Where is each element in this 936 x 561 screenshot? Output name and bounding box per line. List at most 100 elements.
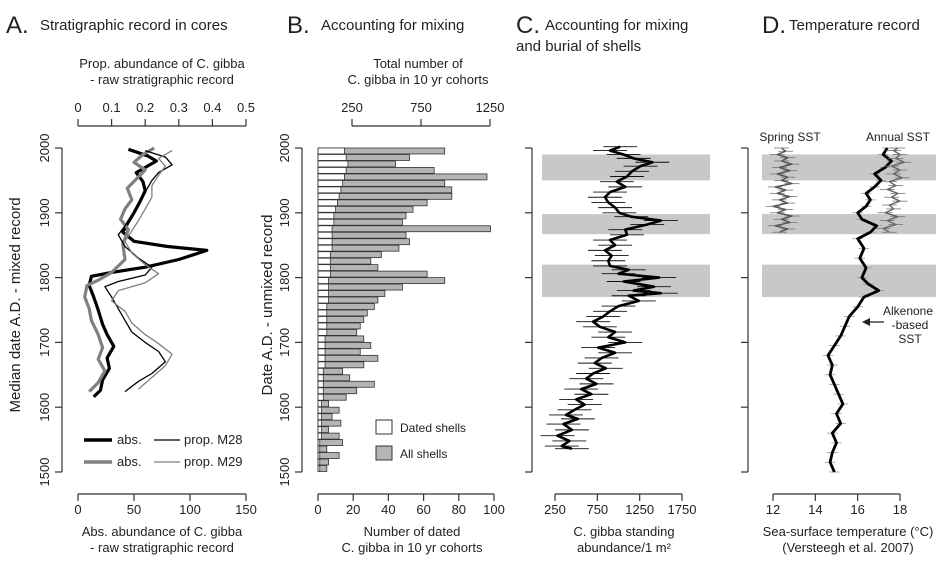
- panel-b-bar-dated: [317, 406, 322, 414]
- panel-d-alkenone-label-line1: Alkenone: [883, 304, 933, 318]
- panel-d-band: [762, 154, 936, 181]
- panel-b-bar-all: [317, 387, 358, 395]
- panel-b-bar-dated: [317, 244, 333, 252]
- panel-b-y-axis-tick-label: 1800: [277, 263, 292, 292]
- panel-d-series-0: [826, 147, 893, 473]
- panel-d-alkenone-label-line3: SST: [898, 332, 922, 346]
- panel-b-bar-dated: [317, 354, 326, 362]
- panel-b-legend-swatch-0: [375, 419, 393, 435]
- panel-b-bar-dated: [317, 413, 322, 421]
- panel-b-bar-dated: [317, 335, 326, 343]
- panel-a-y-axis-tick-label: 1800: [37, 263, 52, 292]
- panel-a-series-0: [87, 147, 209, 398]
- panel-b-bar-dated: [317, 179, 344, 187]
- panel-c-bottom-axis-tick-label: 250: [544, 502, 566, 517]
- panel-b-bar-dated: [317, 458, 321, 466]
- panel-b-y-label: Date A.D. - unmixed record: [259, 215, 276, 396]
- panel-b-bar-dated: [317, 426, 322, 434]
- panel-a-top-label-line2: - raw stratigraphic record: [90, 72, 234, 87]
- panel-b-bar-dated: [317, 296, 329, 304]
- panel-a-top-axis-tick-label: 0.5: [237, 100, 255, 115]
- panel-a-bottom-axis-tick-label: 0: [74, 502, 81, 517]
- panel-b-bottom-axis-tick-label: 0: [314, 502, 321, 517]
- panel-b-bar-dated: [317, 238, 333, 246]
- panel-a-top-axis-tick-label: 0.1: [103, 100, 121, 115]
- panel-b-bar-dated: [317, 270, 331, 278]
- panel-b-bar-dated: [317, 380, 324, 388]
- panel-b-bar-all: [317, 283, 403, 291]
- panel-d-spring-label: Spring SST: [759, 130, 821, 144]
- panel-b-top-axis-tick-label: 1250: [476, 100, 505, 115]
- panel-b-y-axis-tick-label: 1700: [277, 328, 292, 357]
- panel-b-bar-dated: [317, 329, 328, 336]
- panel-b-chart: 1500 1600 1700 1800 1900 2000 Date A.D. - unmi…: [259, 56, 505, 555]
- panel-d-series-2: [772, 147, 793, 233]
- panel-b-bar-dated: [317, 387, 324, 395]
- panel-a-top-label-line1: Prop. abundance of C. gibba: [79, 56, 245, 71]
- panel-a-top-axis-tick-label: 0.3: [170, 100, 188, 115]
- panel-b-bottom-axis-tick-label: 20: [346, 502, 360, 517]
- panel-a-bottom-label-line1: Abs. abundance of C. gibba: [82, 524, 243, 539]
- panel-d-letter: D.: [762, 12, 786, 39]
- panel-b-y-axis-tick-label: 1600: [277, 393, 292, 422]
- panel-d-bottom-axis-tick-label: 16: [850, 502, 864, 517]
- panel-b-bar-dated: [317, 218, 335, 226]
- panel-b-bar-dated: [317, 192, 340, 200]
- panel-b-bar-dated: [317, 257, 331, 265]
- panel-c-letter: C.: [516, 12, 540, 39]
- panel-c-title-line2: and burial of shells: [516, 38, 641, 55]
- panel-a-bottom-axis-tick-label: 100: [179, 502, 201, 517]
- panel-a-top-axis-tick-label: 0.2: [136, 100, 154, 115]
- panel-b-bar-dated: [317, 432, 322, 440]
- panel-b-legend-swatch-1: [375, 445, 393, 461]
- panel-a-bottom-axis-tick-label: 50: [127, 502, 141, 517]
- panel-b-bar-dated: [317, 419, 322, 427]
- panel-c-bottom-axis-tick-label: 1250: [625, 502, 654, 517]
- panel-a-top-axis-tick-label: 0.4: [203, 100, 221, 115]
- panel-d-alkenone-label-line2: -based: [892, 318, 929, 332]
- panel-d-bottom-axis-tick-label: 12: [766, 502, 780, 517]
- panel-a-series-2: [104, 149, 173, 393]
- panel-a-title: Stratigraphic record in cores: [40, 17, 228, 34]
- panel-b-bar-dated: [317, 160, 349, 168]
- panel-b-bottom-axis-tick-label: 80: [452, 502, 466, 517]
- panel-b-top-label-line2: C. gibba in 10 yr cohorts: [348, 72, 489, 87]
- panel-a-letter: A.: [6, 12, 29, 39]
- panel-c-bottom-axis-tick-label: 750: [586, 502, 608, 517]
- panel-b-bar-dated: [317, 251, 331, 259]
- panel-b-legend-label-0: Dated shells: [400, 421, 466, 435]
- panel-b-y-axis-tick-label: 2000: [277, 134, 292, 163]
- panel-b-bar-all: [317, 225, 491, 233]
- panel-b-y-axis-tick-label: 1900: [277, 198, 292, 227]
- panel-c-series-line: [556, 145, 663, 450]
- panel-b-bar-dated: [317, 452, 321, 459]
- panel-d-series-1: [882, 147, 905, 233]
- panel-b-bar-dated: [317, 231, 333, 239]
- panel-b-bar-dated: [317, 173, 345, 181]
- panel-b-bar-dated: [317, 322, 328, 330]
- panel-b-y-axis-tick-label: 1500: [277, 458, 292, 487]
- panel-b-bar-dated: [317, 316, 328, 323]
- panel-a-bottom-label-line2: - raw stratigraphic record: [90, 540, 234, 555]
- panel-a-y-label: Median date A.D. - mixed record: [7, 197, 24, 412]
- panel-b-top-label-line1: Total number of: [373, 56, 463, 71]
- panel-b-bar-dated: [317, 167, 347, 174]
- panel-a-legend-label-1: prop. M28: [184, 432, 243, 447]
- panel-b-bar-dated: [317, 445, 321, 453]
- panel-b-legend-label-1: All shells: [400, 447, 447, 461]
- panel-d-x-label-line1: Sea-surface temperature (°C): [763, 524, 934, 539]
- panel-a-bottom-axis-tick-label: 150: [235, 502, 257, 517]
- panel-b-letter: B.: [287, 12, 310, 39]
- panel-b-bar-dated: [317, 290, 329, 297]
- panel-b-bar-all: [317, 452, 340, 459]
- panel-b-bar-dated: [317, 393, 324, 401]
- panel-a-top-axis-tick-label: 0: [74, 100, 81, 115]
- panel-b-bar-dated: [317, 400, 322, 408]
- panel-b-bar-dated: [317, 348, 326, 356]
- panel-b-bar-dated: [317, 212, 335, 220]
- panel-b-bottom-label-line1: Number of dated: [364, 524, 461, 539]
- panel-b-bar-dated: [317, 199, 338, 207]
- panel-b-bottom-axis-tick-label: 40: [381, 502, 395, 517]
- panel-d-annual-label: Annual SST: [866, 130, 931, 144]
